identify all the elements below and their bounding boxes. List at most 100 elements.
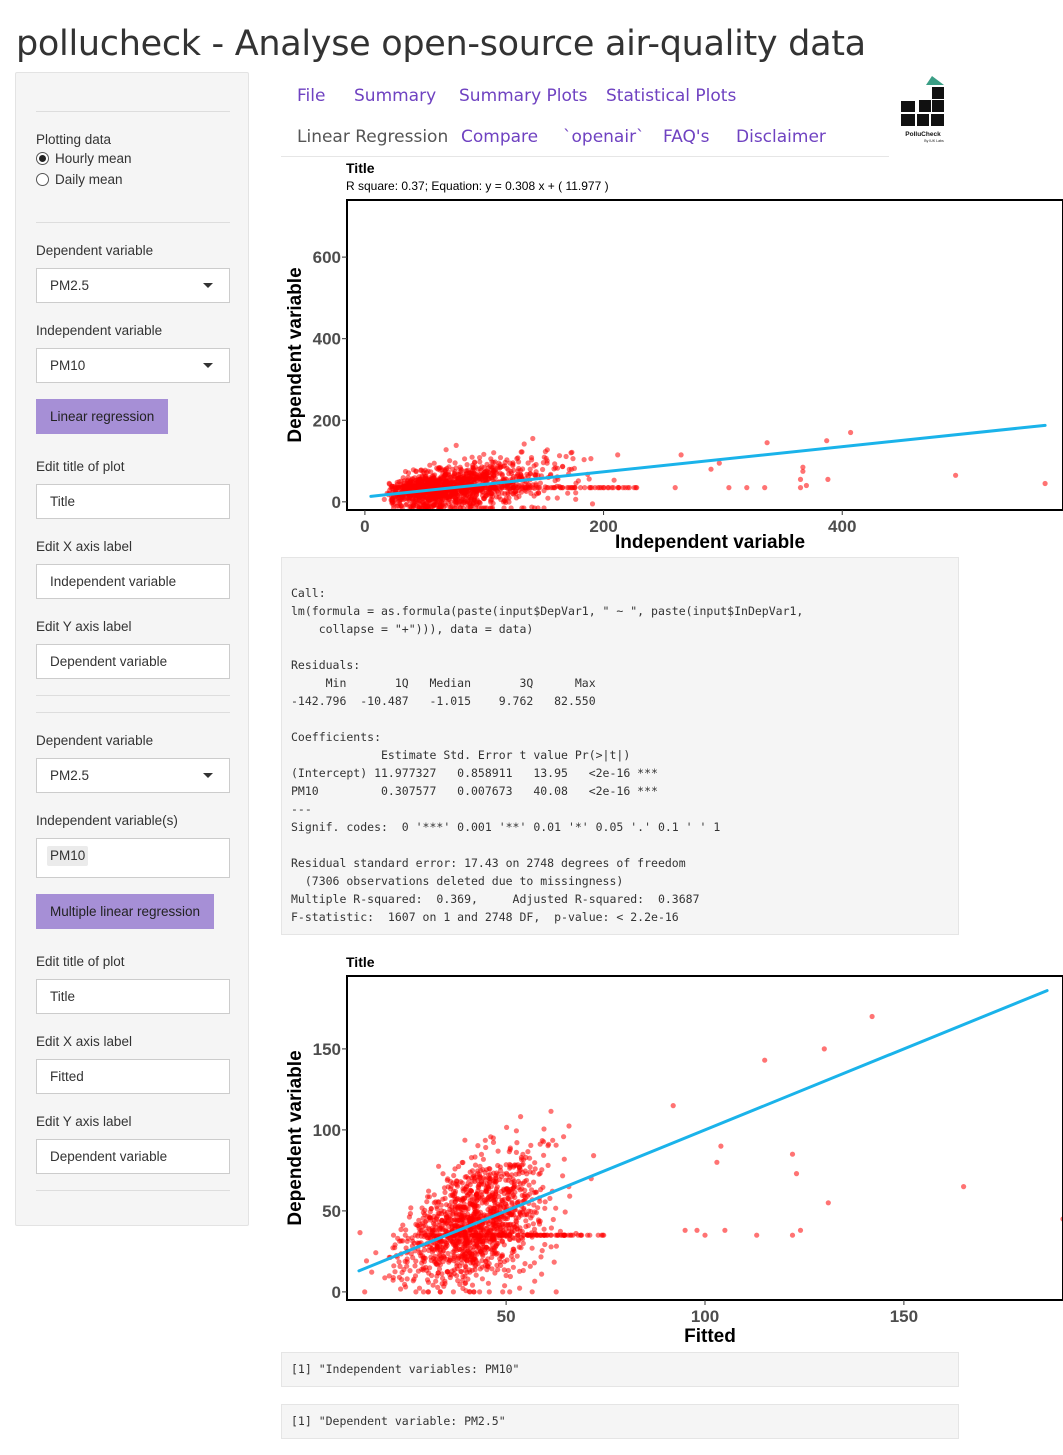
scatter-point [395,1235,401,1241]
selected-variable-tag[interactable]: PM10 [47,846,89,866]
tab-compare[interactable]: Compare [461,127,539,147]
scatter-point [491,450,497,456]
scatter-point [430,1247,437,1253]
mlr-dependent-value: PM2.5 [50,768,90,783]
scatter-point [522,1261,528,1267]
scatter-point [494,1184,500,1190]
scatter-point [386,1273,392,1279]
scatter-point [513,1162,519,1168]
lr-yaxis-label: Edit Y axis label [36,619,132,634]
scatter-point [420,1210,426,1216]
lr-xaxis-input[interactable]: Independent variable [36,564,230,599]
scatter-point [494,1208,500,1214]
scatter-point [446,1203,452,1209]
scatter-point [530,1170,536,1176]
scatter-point [571,465,577,471]
scatter-point [533,482,539,488]
scatter-point [417,498,423,504]
scatter-point [420,1255,426,1261]
mlr-independent-multiselect[interactable]: PM10 [36,838,230,878]
scatter-point [448,499,454,505]
scatter-point [478,468,484,474]
lr-dependent-select[interactable]: PM2.5 [36,268,230,303]
scatter-point [501,1190,507,1196]
chart-title: Title [346,954,375,970]
scatter-point [465,1244,471,1250]
scatter-point [432,502,438,508]
scatter-point [478,476,484,482]
mlr-title-input[interactable]: Title [36,979,230,1014]
radio-unselected-icon[interactable] [36,173,49,186]
radio-daily-mean[interactable]: Daily mean [36,172,123,187]
scatter-point [403,1245,409,1251]
tab-summary-plots[interactable]: Summary Plots [459,86,588,106]
scatter-point [525,460,531,466]
scatter-point [478,1179,484,1185]
scatter-point [518,449,524,455]
radio-hourly-mean[interactable]: Hourly mean [36,151,132,166]
scatter-point [702,1232,708,1238]
mlr-yaxis-input[interactable]: Dependent variable [36,1139,230,1174]
lr-independent-select[interactable]: PM10 [36,348,230,383]
tab-summary[interactable]: Summary [354,86,437,106]
scatter-point [426,1225,432,1231]
linear-regression-button[interactable]: Linear regression [36,399,169,434]
scatter-point [451,1271,457,1277]
scatter-point [447,1257,453,1263]
scatter-point [510,490,516,497]
lr-title-label: Edit title of plot [36,459,125,474]
scatter-point [511,1228,517,1234]
lr-title-input[interactable]: Title [36,484,230,519]
tab-file[interactable]: File [297,86,326,106]
regression-line [369,423,1047,498]
tab-statistical-plots[interactable]: Statistical Plots [606,86,737,106]
scatter-point [824,438,830,444]
scatter-point [440,1171,446,1177]
scatter-point [446,481,452,488]
scatter-point [501,1186,507,1192]
scatter-point [485,1194,491,1200]
scatter-point [390,1232,397,1238]
scatter-point [458,476,464,482]
mlr-dependent-select[interactable]: PM2.5 [36,758,230,793]
tab-linear-regression[interactable]: Linear Regression [297,127,449,147]
scatter-point [518,489,524,495]
radio-selected-icon[interactable] [36,152,49,165]
logo-text: PolluCheck [905,131,941,138]
scatter-point [561,1232,567,1238]
scatter-point [491,1224,497,1230]
scatter-point [517,1167,523,1173]
scatter-point [453,465,459,471]
scatter-point [514,1253,520,1259]
tab-disclaimer[interactable]: Disclaimer [736,127,826,147]
scatter-point [416,1285,423,1291]
scatter-point [616,485,622,491]
y-axis-label: Dependent variable [285,1050,306,1225]
chevron-down-icon [203,363,213,368]
scatter-point [398,1226,404,1233]
tab-faqs[interactable]: FAQ's [663,127,710,147]
multiple-linear-regression-button[interactable]: Multiple linear regression [36,894,215,929]
scatter-point [500,499,507,505]
scatter-point [585,1232,591,1238]
scatter-point [511,1224,517,1230]
scatter-point [413,1289,419,1295]
scatter-point [398,1286,404,1292]
scatter-point [404,481,410,487]
scatter-point [430,1227,436,1233]
y-tick-label: 400 [313,330,341,349]
scatter-point [481,465,487,471]
scatter-point [373,1250,379,1256]
scatter-point [455,1195,461,1202]
tab-openair[interactable]: `openair` [563,127,645,147]
scatter-point [508,1212,514,1218]
mlr-xaxis-input[interactable]: Fitted [36,1059,230,1094]
scatter-point [505,1267,511,1274]
scatter-point [412,1232,418,1238]
scatter-point [726,485,732,491]
scatter-point [615,452,621,458]
scatter-point [516,459,522,465]
scatter-point [485,1280,491,1286]
scatter-point [540,466,546,473]
lr-yaxis-input[interactable]: Dependent variable [36,644,230,679]
